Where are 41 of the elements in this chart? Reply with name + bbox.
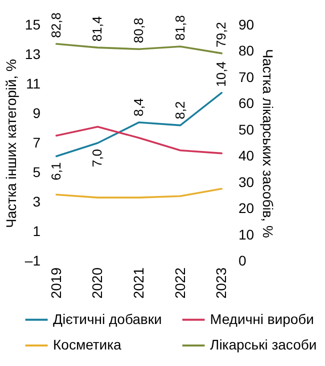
y-tick-label: 1 [32, 223, 41, 239]
data-label: 10,4 [214, 62, 229, 87]
y-tick-label: 7 [32, 134, 41, 150]
y2-tick-label: 10 [238, 226, 254, 242]
y-tick-label: 5 [32, 164, 41, 180]
data-label: 82,8 [48, 12, 64, 38]
legend-label: Косметика [53, 336, 122, 352]
legend-label: Дієтичні добавки [53, 310, 162, 327]
x-tick-label: 2020 [89, 267, 106, 299]
legend-label: Лікарські засоби [210, 336, 317, 352]
y-tick-label: 13 [24, 46, 41, 62]
data-label: 80,8 [131, 18, 146, 44]
x-tick-label: 2022 [172, 267, 188, 299]
data-label: 6,1 [48, 162, 64, 180]
data-label: 81,8 [172, 15, 188, 40]
y-tick-label: –1 [24, 252, 41, 268]
data-label: 8,2 [172, 101, 188, 120]
x-tick-label: 2019 [48, 267, 64, 299]
y2-tick-label: 0 [238, 252, 246, 268]
y2-tick-label: 20 [238, 200, 254, 216]
data-label: 81,4 [90, 16, 105, 42]
y2-tick-label: 50 [238, 121, 254, 138]
y2-tick-label: 60 [238, 95, 254, 112]
y2-tick-label: 30 [238, 174, 254, 190]
y-axis-title: Частка інших категорій, % [2, 59, 19, 228]
y2-tick-label: 70 [238, 68, 254, 85]
line-series [55, 188, 223, 198]
x-tick-label: 2023 [213, 267, 230, 299]
y-tick-label: 15 [24, 16, 41, 32]
y2-axis-title: Частка лікарських засобів, % [260, 49, 276, 238]
data-label: 7,0 [90, 149, 105, 168]
y2-tick-label: 90 [238, 16, 254, 32]
x-tick-label: 2021 [130, 267, 146, 299]
y-tick-label: 11 [26, 76, 41, 92]
data-label: 79,2 [214, 22, 229, 48]
y2-tick-label: 40 [238, 148, 254, 164]
data-label: 8,4 [131, 98, 146, 116]
y-tick-label: 9 [32, 105, 41, 121]
y2-tick-label: 80 [238, 42, 254, 59]
legend-label: Медичні вироби [210, 310, 314, 327]
y-tick-label: 3 [32, 194, 41, 210]
